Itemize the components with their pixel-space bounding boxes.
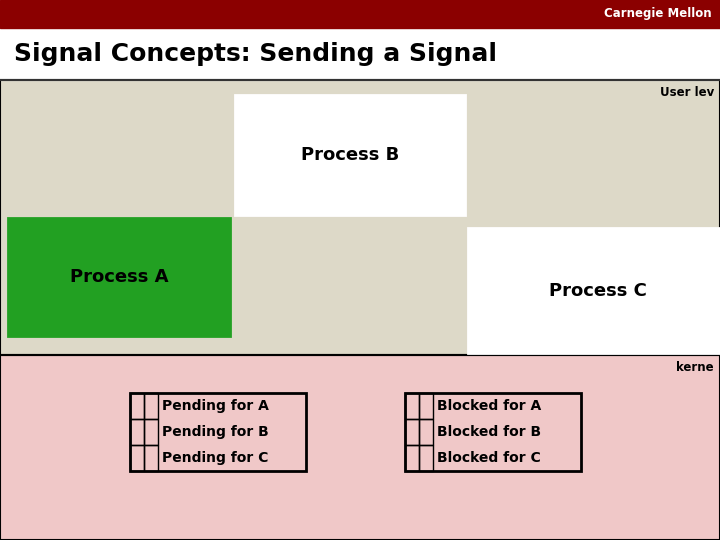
Bar <box>0 355 720 540</box>
Text: Carnegie Mellon: Carnegie Mellon <box>604 8 712 21</box>
Bar <box>0 355 720 540</box>
Bar <box>405 445 419 471</box>
Bar <box>405 393 581 419</box>
Text: Pending for A: Pending for A <box>162 399 269 413</box>
Bar <box>405 419 419 445</box>
Bar <box>130 445 306 471</box>
Bar <box>405 393 581 471</box>
Text: Pending for B: Pending for B <box>162 425 269 439</box>
Text: Signal Concepts: Sending a Signal: Signal Concepts: Sending a Signal <box>14 42 497 66</box>
Bar <box>130 419 144 445</box>
Text: Blocked for A: Blocked for A <box>437 399 541 413</box>
Text: Blocked for B: Blocked for B <box>437 425 541 439</box>
Bar <box>405 419 581 445</box>
Bar <box>144 445 158 471</box>
Bar <box>130 393 306 419</box>
Text: kerne: kerne <box>676 361 714 374</box>
Bar <box>468 228 720 353</box>
Bar <box>0 28 720 80</box>
Bar <box>235 95 465 215</box>
Text: Blocked for C: Blocked for C <box>437 451 541 465</box>
Text: Process B: Process B <box>301 146 399 164</box>
Bar <box>130 393 144 419</box>
Bar <box>419 419 433 445</box>
Bar <box>130 419 306 445</box>
Bar <box>144 419 158 445</box>
Text: Process C: Process C <box>549 281 647 300</box>
Bar <box>405 445 581 471</box>
Bar <box>0 80 720 355</box>
Text: Process A: Process A <box>70 268 168 286</box>
Bar <box>0 0 720 28</box>
Bar <box>8 218 230 336</box>
Bar <box>419 445 433 471</box>
Text: User lev: User lev <box>660 86 714 99</box>
Bar <box>419 393 433 419</box>
Text: Pending for C: Pending for C <box>162 451 269 465</box>
Bar <box>405 393 419 419</box>
Bar <box>0 80 720 355</box>
Bar <box>130 393 306 471</box>
Bar <box>144 393 158 419</box>
Bar <box>130 445 144 471</box>
